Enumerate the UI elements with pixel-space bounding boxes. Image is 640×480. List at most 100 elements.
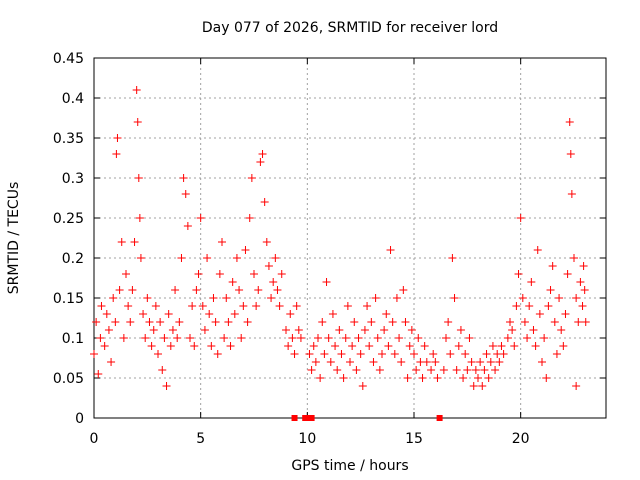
data-point (252, 302, 261, 310)
data-point (414, 334, 423, 342)
data-point (222, 294, 231, 302)
data-point (284, 342, 293, 350)
data-point (100, 342, 109, 350)
data-point (171, 286, 180, 294)
data-point (429, 350, 438, 358)
data-point (563, 270, 572, 278)
data-point (209, 294, 218, 302)
data-point (412, 366, 421, 374)
data-point (269, 278, 278, 286)
data-point (309, 342, 318, 350)
y-tick-label: 0.15 (53, 291, 84, 307)
data-point (245, 214, 254, 222)
y-tick-label: 0.05 (53, 371, 84, 387)
data-point (559, 342, 568, 350)
data-point (486, 358, 495, 366)
data-point (311, 358, 320, 366)
data-point (581, 318, 590, 326)
data-point (512, 302, 521, 310)
data-point (352, 366, 361, 374)
data-point (405, 342, 414, 350)
data-point (164, 310, 173, 318)
data-point (147, 342, 156, 350)
x-tick-label: 5 (196, 431, 205, 447)
data-point (456, 326, 465, 334)
data-point (228, 278, 237, 286)
data-point (256, 158, 265, 166)
data-point (572, 382, 581, 390)
y-tick-label: 0.25 (53, 211, 84, 227)
data-point (124, 302, 133, 310)
data-point (288, 334, 297, 342)
data-point (422, 358, 431, 366)
data-point (461, 350, 470, 358)
data-point (282, 326, 290, 334)
data-point (326, 358, 335, 366)
data-point (565, 118, 574, 126)
data-point (226, 342, 235, 350)
gap-marker (436, 415, 443, 421)
data-point (570, 254, 578, 262)
y-axis-label: SRMTID / TECUs (6, 182, 22, 295)
data-point (173, 334, 182, 342)
data-point (337, 350, 346, 358)
data-point (354, 334, 363, 342)
data-point (360, 326, 369, 334)
data-point (557, 326, 566, 334)
data-point (343, 302, 352, 310)
data-point (550, 318, 559, 326)
data-point (339, 374, 348, 382)
data-point (239, 302, 248, 310)
data-point (97, 302, 106, 310)
data-point (467, 358, 476, 366)
data-point (181, 190, 190, 198)
data-point (348, 342, 357, 350)
y-tick-label: 0.35 (53, 131, 84, 147)
data-point (478, 382, 487, 390)
y-tick-label: 0.3 (62, 171, 84, 187)
data-point (190, 342, 199, 350)
data-point (480, 366, 489, 374)
data-point (459, 374, 468, 382)
data-point (531, 342, 540, 350)
data-point (499, 350, 508, 358)
data-point (580, 286, 589, 294)
data-point (525, 302, 534, 310)
data-point (403, 374, 412, 382)
data-point (469, 382, 478, 390)
data-point (260, 198, 269, 206)
data-point (158, 366, 167, 374)
data-point (232, 254, 241, 262)
data-point (535, 310, 544, 318)
gap-marker (291, 415, 298, 421)
data-point (341, 334, 350, 342)
data-point (104, 326, 113, 334)
data-point (388, 318, 397, 326)
data-point (198, 302, 207, 310)
data-point (375, 366, 384, 374)
data-point (397, 358, 406, 366)
data-point (371, 294, 380, 302)
gap-marker (308, 415, 315, 421)
data-point (224, 318, 233, 326)
data-point (529, 326, 538, 334)
data-point (316, 374, 325, 382)
data-point (503, 334, 512, 342)
data-point (188, 302, 197, 310)
data-point (96, 334, 105, 342)
data-point (395, 334, 404, 342)
data-point (431, 358, 440, 366)
data-point (258, 150, 267, 158)
data-point (454, 342, 463, 350)
x-tick-label: 10 (298, 431, 316, 447)
data-point (126, 318, 135, 326)
data-point (384, 342, 393, 350)
data-point (444, 318, 453, 326)
data-point (220, 334, 229, 342)
data-point (450, 294, 459, 302)
data-point (307, 366, 316, 374)
data-point (290, 350, 299, 358)
data-point (90, 350, 98, 358)
data-point (523, 334, 532, 342)
